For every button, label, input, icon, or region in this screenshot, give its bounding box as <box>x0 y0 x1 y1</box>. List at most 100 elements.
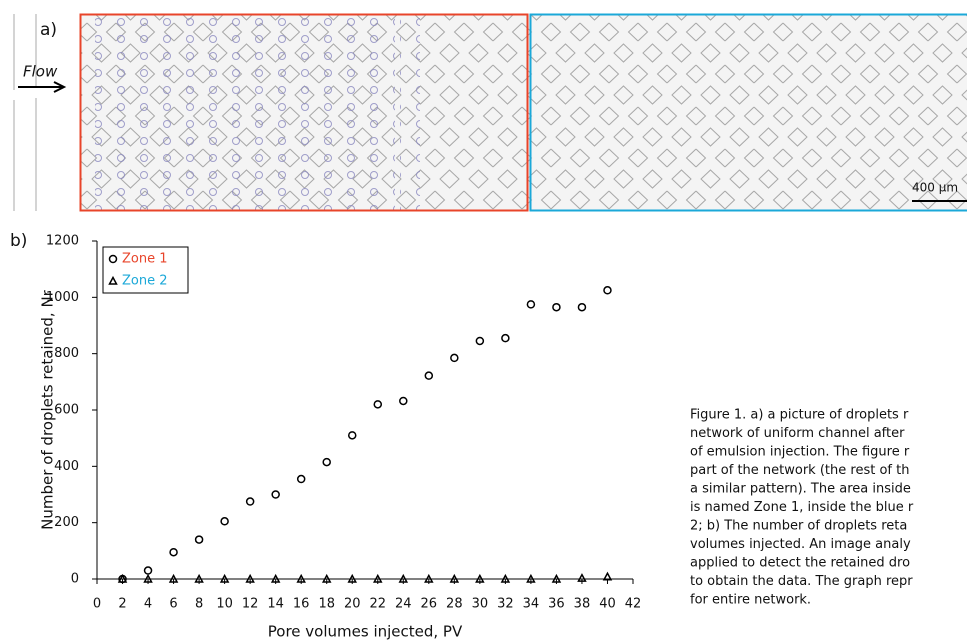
panel-label: a) <box>40 20 57 40</box>
x-tick-label: 14 <box>267 597 284 612</box>
panel-label: b) <box>10 231 27 251</box>
marker-triangle <box>602 571 613 581</box>
x-tick-label: 2 <box>118 597 126 612</box>
x-tick-label: 38 <box>574 597 591 612</box>
marker-triangle <box>551 573 562 583</box>
caption-line: part of the network (the rest of th <box>690 463 909 478</box>
x-tick-label: 26 <box>421 597 438 612</box>
marker-circle <box>552 302 561 312</box>
micrograph: 400 µm a) Flow <box>13 13 967 212</box>
flow-label: Flow <box>23 63 58 81</box>
marker-triangle <box>321 573 332 583</box>
marker-triangle <box>194 573 204 583</box>
x-tick-label: 42 <box>625 597 642 612</box>
marker-triangle <box>296 573 306 583</box>
marker-circle <box>475 336 485 346</box>
y-tick-label: 400 <box>54 459 79 474</box>
caption-line: volumes injected. An image analy <box>690 537 911 552</box>
legend-marker <box>108 275 118 285</box>
marker-triangle <box>219 573 230 583</box>
y-tick-label: 200 <box>54 515 79 530</box>
marker-circle <box>296 474 306 484</box>
y-tick-label: 0 <box>71 572 79 587</box>
marker-circle <box>347 431 357 440</box>
zone1-box <box>79 13 529 212</box>
marker-circle <box>577 302 587 312</box>
marker-triangle <box>577 573 587 582</box>
legend-label: Zone 1 <box>122 252 168 267</box>
legend-box <box>102 246 189 294</box>
marker-triangle <box>424 573 434 583</box>
marker-triangle <box>475 573 485 583</box>
legend-marker <box>108 254 118 264</box>
caption-line: a similar pattern). The area inside <box>690 482 911 497</box>
marker-triangle <box>449 573 460 583</box>
marker-triangle <box>168 573 179 583</box>
x-tick-label: 24 <box>395 597 412 612</box>
x-tick-label: 16 <box>293 597 310 612</box>
marker-triangle <box>245 573 255 583</box>
x-tick-label: 22 <box>369 597 386 612</box>
marker-circle <box>526 300 536 309</box>
x-tick-label: 8 <box>195 597 203 612</box>
y-tick-label: 1200 <box>46 234 79 249</box>
marker-circle <box>399 396 408 406</box>
marker-circle <box>603 286 612 295</box>
y-tick-label: 1000 <box>46 290 79 305</box>
marker-circle <box>194 535 204 544</box>
inlet-channel <box>13 14 37 211</box>
marker-triangle <box>270 573 281 583</box>
marker-triangle <box>117 573 128 583</box>
marker-circle <box>450 353 459 363</box>
x-tick-label: 36 <box>548 597 565 612</box>
marker-triangle <box>500 573 511 583</box>
y-axis-title: Number of droplets retained, Nr <box>39 289 57 529</box>
caption: Figure 1. a) a picture of droplets r netw… <box>690 408 914 608</box>
caption-line: of emulsion injection. The figure r <box>690 445 910 460</box>
x-tick-label: 18 <box>318 597 335 612</box>
marker-triangle <box>526 573 536 583</box>
x-tick-label: 30 <box>472 597 489 612</box>
droplets <box>95 14 395 211</box>
y-tick-label: 800 <box>54 346 79 361</box>
caption-line: to obtain the data. The graph repr <box>690 574 913 589</box>
x-tick-label: 0 <box>93 597 101 612</box>
marker-triangle <box>398 573 409 583</box>
marker-circle <box>143 566 153 575</box>
x-tick-label: 4 <box>144 597 152 612</box>
x-axis-title: Pore volumes injected, PV <box>268 623 463 641</box>
legend-label: Zone 2 <box>122 274 168 289</box>
zone2-box <box>529 13 967 212</box>
marker-circle <box>373 400 383 409</box>
y-tick-label: 600 <box>54 403 79 418</box>
marker-circle <box>245 497 255 506</box>
caption-line: 2; b) The number of droplets reta <box>690 519 907 534</box>
scale-label: 400 µm <box>912 181 958 195</box>
marker-circle <box>169 547 178 557</box>
x-tick-label: 34 <box>523 597 540 612</box>
caption-line: Figure 1. a) a picture of droplets r <box>690 408 909 423</box>
x-tick-label: 28 <box>446 597 463 612</box>
x-tick-label: 6 <box>169 597 177 612</box>
marker-circle <box>220 517 229 526</box>
flow-arrow <box>18 81 67 93</box>
marker-circle <box>424 371 434 380</box>
x-tick-label: 32 <box>497 597 514 612</box>
caption-line: applied to detect the retained dro <box>690 556 910 571</box>
marker-triangle <box>373 573 383 583</box>
caption-line: is named Zone 1, inside the blue r <box>690 500 914 515</box>
x-tick-label: 12 <box>242 597 259 612</box>
marker-triangle <box>347 573 357 583</box>
x-tick-label: 10 <box>216 597 233 612</box>
caption-line: for entire network. <box>690 593 811 608</box>
marker-circle <box>322 457 331 467</box>
marker-triangle <box>143 573 153 583</box>
marker-circle <box>271 490 280 499</box>
caption-line: network of uniform channel after <box>690 426 905 441</box>
x-tick-label: 20 <box>344 597 361 612</box>
x-tick-label: 40 <box>599 597 616 612</box>
marker-circle <box>501 333 510 343</box>
droplets <box>400 14 420 211</box>
